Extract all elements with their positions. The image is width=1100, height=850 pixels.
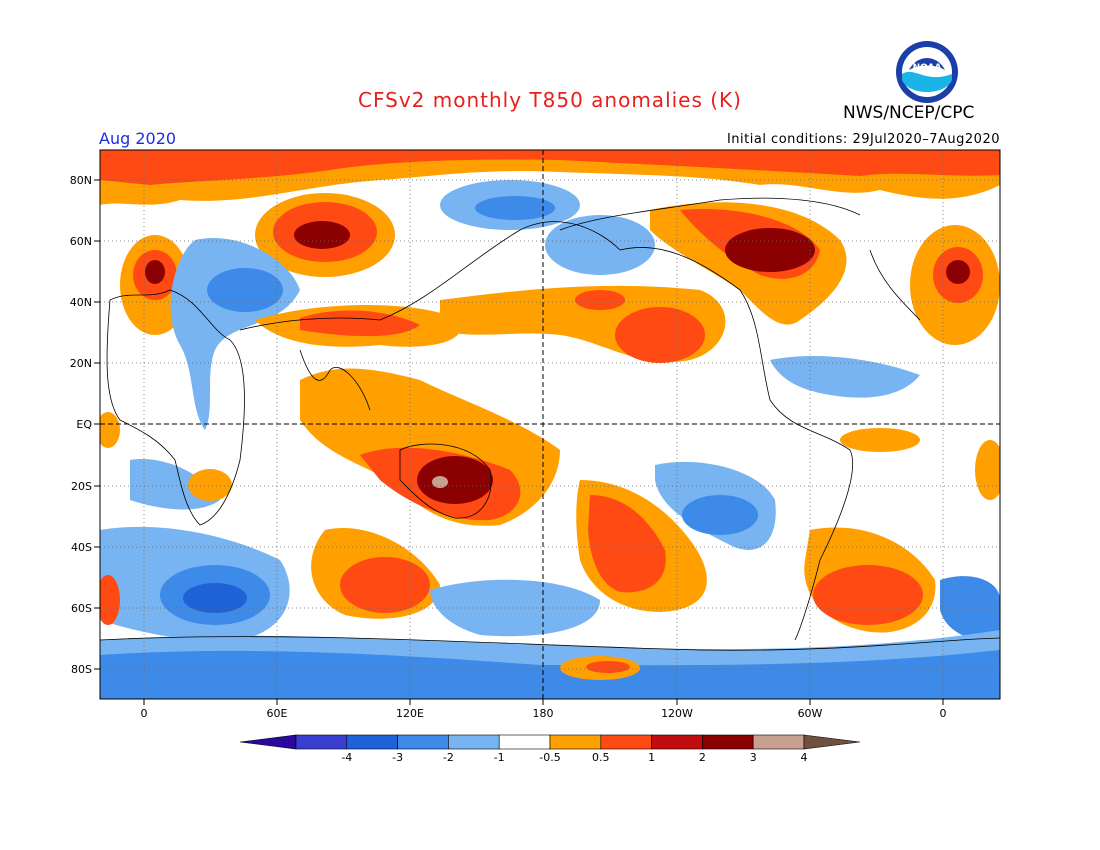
colorbar-swatch xyxy=(752,734,805,750)
lat-label-40s: 40S xyxy=(71,541,92,554)
logo-text: NOAA xyxy=(913,63,942,73)
colorbar-swatch xyxy=(549,734,602,750)
lat-label-80n: 80N xyxy=(70,174,92,187)
noaa-logo-icon: NOAA xyxy=(896,41,958,103)
colorbar-label: -2 xyxy=(443,751,454,764)
colorbar-label: 1 xyxy=(648,751,655,764)
lon-label-120e: 120E xyxy=(396,707,424,720)
colorbar-label: 3 xyxy=(750,751,757,764)
colorbar-swatch xyxy=(448,734,500,750)
colorbar-label: 2 xyxy=(699,751,706,764)
colorbar-arrow-low xyxy=(239,734,297,750)
colorbar-swatch xyxy=(397,734,449,750)
colorbar-label: 4 xyxy=(801,751,808,764)
colorbar-label: -0.5 xyxy=(539,751,560,764)
colorbar-swatch xyxy=(702,734,754,750)
agency-label: NWS/NCEP/CPC xyxy=(843,103,975,123)
lat-label-40n: 40N xyxy=(70,296,92,309)
lat-label-60n: 60N xyxy=(70,235,92,248)
forecast-period: Aug 2020 xyxy=(99,129,177,148)
colorbar-label: 0.5 xyxy=(592,751,610,764)
axis-ticks xyxy=(94,179,944,705)
lon-label-60w: 60W xyxy=(798,707,823,720)
colorbar-label: -1 xyxy=(494,751,505,764)
colorbar-label: -4 xyxy=(341,751,352,764)
colorbar-swatch xyxy=(498,734,551,750)
map-title: CFSv2 monthly T850 anomalies (K) xyxy=(358,88,742,112)
lon-label-0: 0 xyxy=(141,707,148,720)
lon-label-120w: 120W xyxy=(661,707,693,720)
lat-label-80s: 80S xyxy=(71,663,92,676)
colorbar-arrow-high xyxy=(803,734,861,750)
lon-label-180: 180 xyxy=(533,707,554,720)
colorbar-swatch xyxy=(651,734,703,750)
equator-dateline xyxy=(100,150,1000,699)
lat-labels: 80N 60N 40N 20N EQ 20S 40S 60S 80S xyxy=(70,174,93,676)
coastlines xyxy=(100,197,1000,651)
colorbar-label: -3 xyxy=(392,751,403,764)
colorbar-swatch xyxy=(295,734,348,750)
lat-label-60s: 60S xyxy=(71,602,92,615)
lon-labels: 0 60E 120E 180 120W 60W 0 xyxy=(141,707,947,720)
lat-label-20n: 20N xyxy=(70,357,92,370)
colorbar-swatch xyxy=(600,734,652,750)
colorbar: -4 -3 -2 -1 -0.5 0.5 1 2 3 4 xyxy=(239,734,861,764)
lat-label-eq: EQ xyxy=(76,418,92,431)
lat-label-20s: 20S xyxy=(71,480,92,493)
anomaly-field xyxy=(100,150,1000,699)
lon-label-60e: 60E xyxy=(267,707,288,720)
lon-label-0-east: 0 xyxy=(940,707,947,720)
initial-conditions: Initial conditions: 29Jul2020–7Aug2020 xyxy=(726,132,1000,147)
colorbar-swatch xyxy=(346,734,398,750)
